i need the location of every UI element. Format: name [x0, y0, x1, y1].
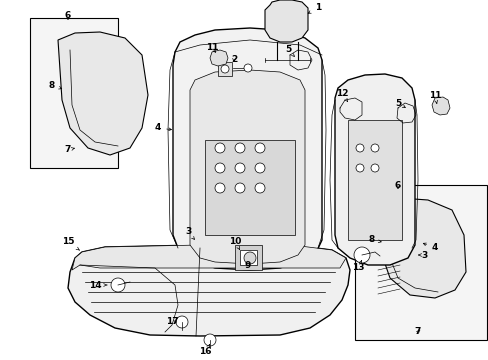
Text: 1: 1 — [307, 4, 321, 13]
Circle shape — [235, 163, 244, 173]
Text: 15: 15 — [61, 238, 79, 250]
Circle shape — [254, 183, 264, 193]
Text: 14: 14 — [88, 280, 107, 289]
Polygon shape — [377, 198, 465, 298]
Polygon shape — [334, 74, 414, 265]
Circle shape — [353, 247, 369, 263]
Text: 11: 11 — [428, 91, 440, 103]
Text: 7: 7 — [414, 328, 420, 337]
Text: 13: 13 — [351, 261, 364, 273]
Polygon shape — [240, 250, 257, 265]
Circle shape — [355, 144, 363, 152]
Text: 3: 3 — [418, 251, 427, 260]
Text: 10: 10 — [228, 238, 241, 249]
Circle shape — [215, 183, 224, 193]
Text: 12: 12 — [335, 90, 347, 102]
Bar — [218, 62, 231, 76]
Text: 4: 4 — [155, 123, 171, 132]
Text: 7: 7 — [65, 145, 74, 154]
Circle shape — [244, 64, 251, 72]
Text: 11: 11 — [205, 44, 218, 53]
Text: 8: 8 — [368, 235, 381, 244]
Text: 3: 3 — [184, 228, 194, 239]
Polygon shape — [264, 0, 307, 42]
Bar — [30, 18, 118, 168]
Circle shape — [215, 163, 224, 173]
Text: 9: 9 — [244, 261, 251, 270]
Circle shape — [235, 183, 244, 193]
Polygon shape — [204, 140, 294, 235]
Polygon shape — [72, 245, 346, 270]
Bar — [354, 185, 486, 340]
Polygon shape — [173, 28, 321, 270]
Polygon shape — [235, 245, 262, 270]
Text: 5: 5 — [394, 99, 405, 108]
Polygon shape — [209, 50, 227, 66]
Text: 8: 8 — [49, 81, 61, 90]
Text: 2: 2 — [230, 55, 237, 64]
Polygon shape — [58, 32, 148, 155]
Circle shape — [221, 65, 228, 73]
Polygon shape — [431, 97, 449, 115]
Text: 4: 4 — [423, 243, 437, 252]
Circle shape — [215, 143, 224, 153]
Text: 17: 17 — [165, 318, 178, 327]
Circle shape — [254, 163, 264, 173]
Text: 6: 6 — [65, 12, 71, 21]
Polygon shape — [190, 70, 305, 264]
Polygon shape — [68, 245, 349, 336]
Circle shape — [203, 334, 216, 346]
Text: 5: 5 — [285, 45, 294, 57]
Circle shape — [235, 143, 244, 153]
Circle shape — [244, 252, 256, 264]
Circle shape — [111, 278, 125, 292]
Circle shape — [254, 143, 264, 153]
Circle shape — [370, 164, 378, 172]
Circle shape — [176, 316, 187, 328]
Circle shape — [355, 164, 363, 172]
Text: 16: 16 — [198, 345, 211, 356]
Circle shape — [370, 144, 378, 152]
Polygon shape — [347, 120, 401, 240]
Text: 6: 6 — [394, 180, 400, 189]
